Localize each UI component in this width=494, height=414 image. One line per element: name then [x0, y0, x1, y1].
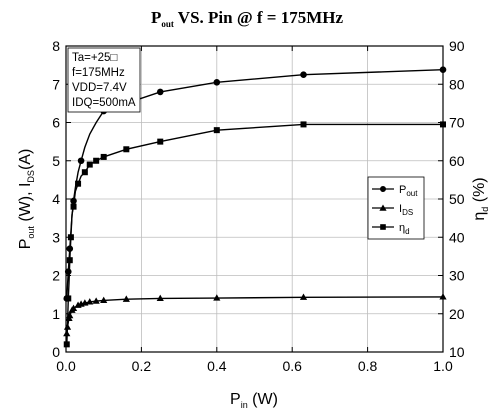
x-axis-label-rest: (W): [248, 391, 278, 408]
legend-eta-label: ηd: [399, 222, 410, 236]
x-tick-label: 0.8: [358, 358, 378, 374]
ids-point: [69, 304, 78, 311]
y-right-label-main: η: [471, 212, 488, 221]
ids-point: [213, 294, 221, 301]
pout-point: [77, 157, 85, 165]
eta-point: [66, 257, 73, 264]
ids-point: [122, 295, 130, 302]
ids-line: [66, 296, 444, 334]
chart-title-rest: VS. Pin @ f = 175MHz: [174, 8, 344, 27]
legend-pout-marker: [380, 186, 386, 192]
y-left-label-p: P: [17, 239, 34, 250]
y-right-tick-label: 60: [449, 153, 465, 169]
y-right-tick-label: 20: [449, 306, 465, 322]
ids-point: [92, 297, 100, 304]
eta-line: [66, 123, 443, 345]
ids-point: [100, 296, 108, 303]
pout-point: [439, 66, 447, 74]
x-tick-label: 0.4: [207, 358, 227, 374]
x-axis-label-sub: in: [241, 400, 248, 410]
pout-point: [213, 79, 221, 86]
eta-point: [440, 121, 446, 128]
ids-point: [439, 293, 447, 300]
y-right-tick-label: 90: [449, 38, 465, 54]
y-left-tick-label: 1: [52, 306, 60, 322]
eta-point: [65, 295, 72, 302]
legend-eta-main: η: [399, 222, 405, 234]
eta-point: [86, 161, 93, 168]
y-right-label-rest: (%): [471, 177, 488, 206]
eta-point: [75, 180, 82, 187]
x-axis-label: Pin (W): [230, 391, 278, 410]
legend-eta-sub: d: [405, 227, 409, 236]
chart-title-sub: out: [161, 19, 174, 29]
x-tick-label: 0.0: [56, 358, 76, 374]
condition-vdd: VDD=7.4V: [72, 82, 127, 94]
y-right-tick-label: 80: [449, 76, 465, 92]
pout-point: [156, 88, 164, 96]
y-left-label-i-sub: DS: [26, 170, 36, 183]
legend-pout-label: Pout: [399, 184, 418, 198]
condition-idq: IDQ=500mA: [72, 97, 136, 109]
y-left-label-p-sub: out: [26, 226, 36, 239]
legend-ids-marker: [379, 204, 387, 211]
eta-point: [67, 234, 74, 241]
pout-point: [300, 71, 307, 78]
y-right-axis-label: ηd (%): [471, 177, 490, 220]
legend: Pout IDS ηd: [367, 176, 425, 240]
y-left-label-end: (A): [17, 149, 34, 170]
y-left-tick-label: 8: [52, 38, 60, 54]
legend-ids-sub: DS: [402, 208, 413, 217]
x-tick-label: 0.2: [132, 358, 152, 374]
eta-point: [123, 146, 130, 153]
y-left-axis-label: Pout (W), IDS(A): [17, 149, 36, 250]
ids-point: [86, 298, 94, 305]
ids-point: [156, 294, 164, 302]
eta-point: [63, 341, 70, 348]
axis-ticks: 0.0 0.2 0.4 0.6 0.8 1.0 0 1 2 3 4 5 6 7 8 10 20 30 40 50 60 7…: [52, 38, 465, 374]
y-left-tick-label: 6: [52, 115, 60, 131]
y-left-label-mid: (W), I: [17, 183, 34, 227]
series: [63, 66, 447, 348]
legend-eta-marker: [380, 224, 386, 230]
legend-ids-label: IDS: [399, 203, 413, 217]
legend-ids-main: I: [399, 203, 402, 215]
ids-point: [299, 293, 308, 300]
y-left-tick-label: 7: [52, 76, 60, 92]
chart-title-main: P: [151, 8, 161, 27]
y-right-label-sub: d: [480, 207, 490, 212]
eta-point: [157, 138, 164, 145]
eta-point: [300, 121, 307, 128]
chart-title: Pout VS. Pin @ f = 175MHz: [151, 8, 344, 29]
y-left-tick-label: 5: [52, 153, 60, 169]
eta-point: [93, 157, 100, 164]
eta-point: [81, 169, 88, 176]
legend-pout-sub: out: [406, 189, 418, 198]
y-right-tick-label: 70: [449, 115, 465, 131]
condition-ta: Ta=+25□: [72, 52, 117, 64]
eta-point: [70, 203, 77, 210]
eta-point: [100, 153, 107, 160]
y-left-tick-label: 2: [52, 268, 60, 284]
y-right-tick-label: 10: [449, 344, 465, 360]
condition-freq: f=175MHz: [72, 67, 125, 79]
y-left-tick-label: 4: [52, 191, 60, 207]
legend-pout-main: P: [399, 184, 406, 196]
x-tick-label: 0.6: [282, 358, 302, 374]
y-left-tick-label: 0: [52, 344, 60, 360]
y-left-tick-label: 3: [52, 229, 60, 245]
pout-point: [64, 268, 72, 275]
conditions-box: Ta=+25□ f=175MHz VDD=7.4V IDQ=500mA: [67, 47, 141, 113]
y-right-tick-label: 50: [449, 191, 465, 207]
eta-point: [213, 127, 220, 134]
y-right-tick-label: 30: [449, 268, 465, 284]
x-tick-label: 1.0: [433, 358, 453, 374]
x-axis-label-main: P: [230, 391, 241, 408]
y-right-tick-label: 40: [449, 229, 465, 245]
conditions-frame: [67, 47, 141, 113]
